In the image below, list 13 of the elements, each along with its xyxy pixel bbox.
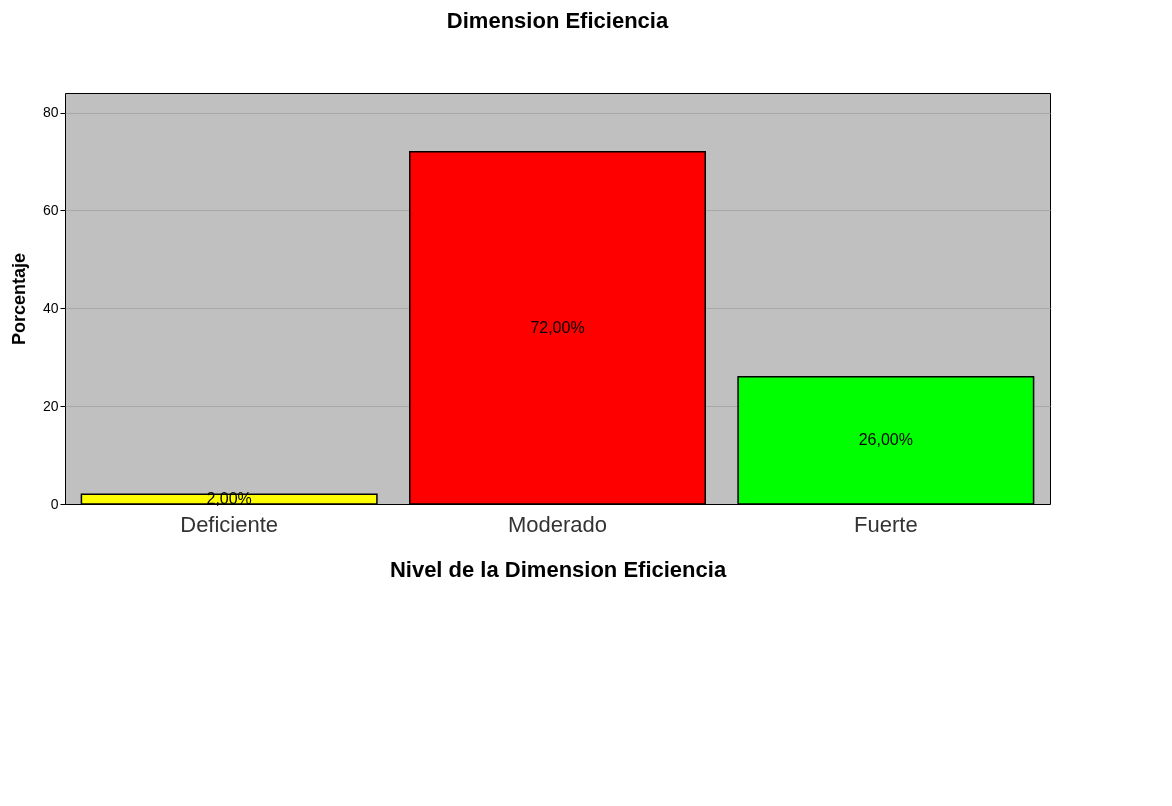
data-label: 72,00% [530, 318, 585, 336]
x-tick-label: Moderado [507, 511, 608, 537]
x-axis-title: Nivel de la Dimension Eficiencia [389, 556, 727, 582]
chart-title: Dimension Eficiencia [446, 8, 669, 33]
y-axis-title: Porcentaje [8, 252, 29, 346]
x-tick-label: Fuerte [854, 511, 918, 537]
y-tick-label: 80 [42, 104, 59, 121]
y-tick-label: 0 [50, 495, 59, 512]
y-tick-label: 60 [42, 201, 59, 218]
y-tick-label: 20 [42, 397, 59, 414]
data-label: 26,00% [858, 431, 913, 449]
y-tick-label: 40 [42, 299, 59, 316]
x-tick-label: Deficiente [180, 511, 279, 537]
